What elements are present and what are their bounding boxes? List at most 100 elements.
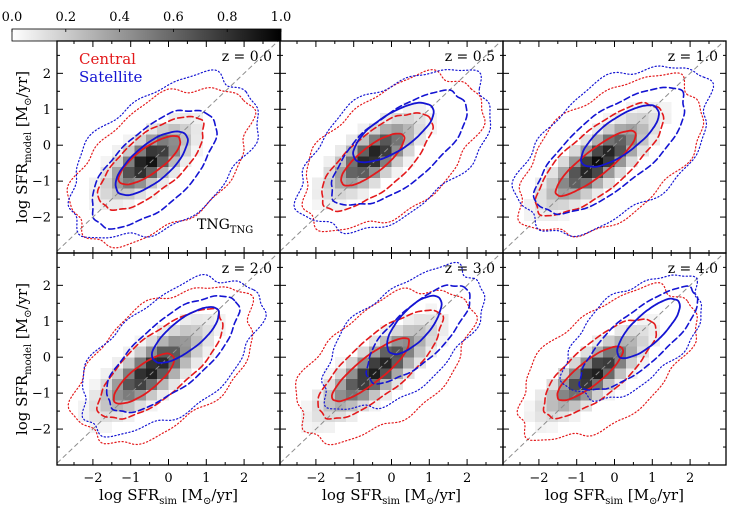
x-tick-label: 0 <box>164 471 172 486</box>
heatmap-cell <box>157 346 169 358</box>
heatmap-cell <box>648 112 661 124</box>
heatmap-cell <box>402 324 415 336</box>
panel-plot-area <box>280 253 502 464</box>
xlabel-main: log SFR <box>545 486 606 504</box>
heatmap-cell <box>168 335 181 347</box>
contour-satellite-solid <box>616 297 681 360</box>
heatmap-cell <box>391 368 404 380</box>
heatmap-cell <box>323 166 336 178</box>
ylabel-unit: [M <box>13 106 31 132</box>
contour-satellite-solid <box>151 306 220 364</box>
heatmap-cell <box>157 368 169 380</box>
contour-satellite-dashed <box>578 285 699 391</box>
heatmap-cell <box>546 177 559 189</box>
heatmap-cell <box>580 177 593 189</box>
heatmap-cell <box>614 166 627 178</box>
heatmap-cell <box>100 400 113 412</box>
heatmap-cell <box>580 400 593 412</box>
heatmap-cell <box>334 378 347 390</box>
xlabel-unit-tail: /yr] <box>434 486 461 504</box>
heatmap-cell <box>357 346 370 358</box>
heatmap-cell <box>580 145 593 157</box>
heatmap-cell <box>380 378 392 390</box>
heatmap-cell <box>625 145 638 157</box>
heatmap-cell <box>591 166 604 178</box>
heatmap-cell <box>523 209 536 221</box>
contour-central-dashed <box>321 112 434 213</box>
x-tick-label: −1 <box>567 471 586 486</box>
heatmap-cell <box>603 156 615 168</box>
heatmap-cell <box>334 166 347 178</box>
heatmap-cell <box>603 346 615 358</box>
heatmap-cell <box>323 378 336 390</box>
contour-central-dotted <box>301 69 486 233</box>
contour-satellite-dashed <box>365 284 471 385</box>
ylabel-unit-tail: /yr] <box>13 71 31 98</box>
x-tick-label: 2 <box>463 471 471 486</box>
contour-central-solid <box>340 132 406 187</box>
heatmap-cell <box>145 389 158 401</box>
heatmap-cell <box>145 166 158 178</box>
heatmap-cell <box>391 112 404 124</box>
heatmap-cell <box>134 357 147 369</box>
y-axis-label: log SFRmodel [M⊙/yr] <box>13 283 34 435</box>
tick-marks <box>280 41 503 253</box>
panel-2: z = 1.0 <box>502 40 727 254</box>
x-tick-label: 1 <box>425 471 433 486</box>
heatmap-cell <box>569 368 581 380</box>
heatmap-cell <box>168 166 181 178</box>
heatmap-cell <box>637 123 649 135</box>
heatmap-cell <box>145 177 158 189</box>
x-axis-label: log SFRsim [M⊙/yr] <box>322 486 461 507</box>
xlabel-unit-subscript: ⊙ <box>426 496 434 507</box>
heatmap-cell <box>123 400 135 412</box>
x-tick-label: 2 <box>240 471 248 486</box>
heatmap-cell <box>111 357 124 369</box>
contour-satellite-dashed <box>532 86 686 216</box>
heatmap-cell <box>123 346 135 358</box>
xlabel-unit: [M <box>623 486 649 504</box>
heatmap-cell <box>625 324 638 336</box>
colorbar-tick-label: 1.0 <box>271 10 292 25</box>
heatmap-cell <box>89 177 101 189</box>
heatmap-cell <box>557 177 570 189</box>
one-to-one-line <box>280 41 502 252</box>
heatmap-cell <box>111 177 124 189</box>
heatmap-cell <box>111 145 124 157</box>
heatmap-cell <box>436 335 449 347</box>
heatmap-cell <box>357 400 370 412</box>
heatmap-cell <box>346 357 358 369</box>
x-axis-label: log SFRsim [M⊙/yr] <box>545 486 684 507</box>
heatmap-cell <box>77 411 90 423</box>
x-tick-label: 1 <box>202 471 210 486</box>
heatmap-cell <box>323 177 336 189</box>
contour-satellite-solid <box>386 294 443 356</box>
heatmap-cell <box>89 188 101 200</box>
heatmap-cell <box>179 145 192 157</box>
y-axis-label: log SFRmodel [M⊙/yr] <box>13 71 34 223</box>
heatmap-cell <box>580 134 593 146</box>
tick-marks <box>57 253 280 465</box>
heatmap-cell <box>368 177 381 189</box>
heatmap-cell <box>380 335 392 347</box>
heatmap-cell <box>123 188 135 200</box>
heatmap-cell <box>134 177 147 189</box>
heatmap-cell <box>134 346 147 358</box>
heatmap-cell <box>134 368 147 380</box>
heatmap-cell <box>591 123 604 135</box>
heatmap-cell <box>546 421 559 433</box>
annotation-text: TNG <box>197 217 230 233</box>
heatmap-cell <box>648 134 661 146</box>
contour-central-dotted <box>516 282 698 441</box>
contour-satellite-dashed <box>105 295 241 414</box>
heatmap-cell <box>111 411 124 423</box>
one-to-one-line <box>503 41 725 252</box>
panel-plot-area <box>503 41 725 252</box>
panel-3: −2 −1 0 1 2 −2 −1 0 1 2 z = 2.0 <box>32 252 281 486</box>
heatmap-cell <box>312 177 324 189</box>
xlabel-unit-subscript: ⊙ <box>203 496 211 507</box>
panel-1: z = 0.5 <box>279 40 504 254</box>
x-tick-label: 0 <box>387 471 395 486</box>
